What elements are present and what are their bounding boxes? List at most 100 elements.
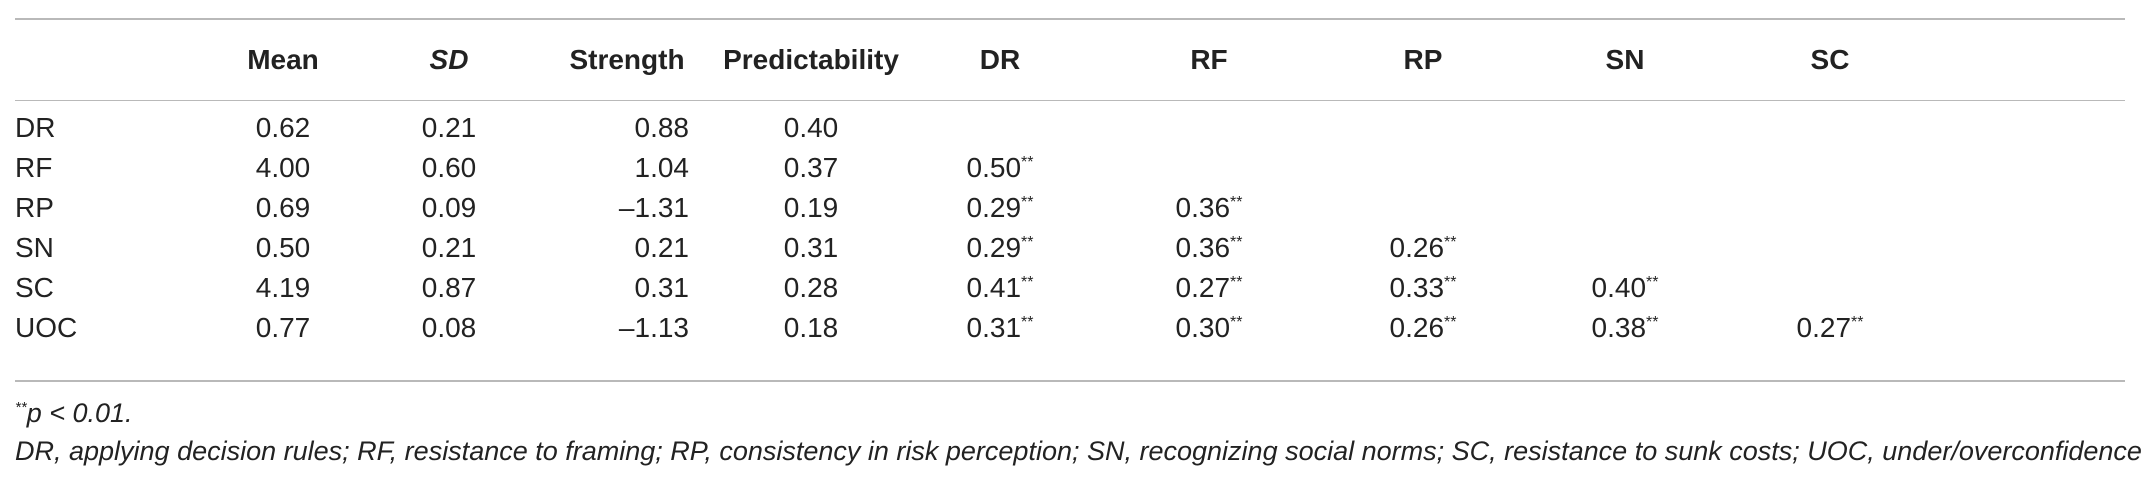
table-row: SN 0.50 0.21 0.21 0.31 0.29** 0.36** 0.26** (15, 228, 1933, 268)
correlation-cell (1727, 108, 1933, 148)
predictability-cell: 0.31 (783, 232, 839, 263)
sd-cell: 0.08 (421, 312, 477, 343)
table-header-rule (15, 100, 2125, 101)
significance-marker: ** (1444, 234, 1457, 251)
table-notes: **p < 0.01. DR, applying decision rules;… (15, 394, 2142, 470)
row-label: SN (15, 232, 54, 263)
correlation-cell (1323, 148, 1523, 188)
strength-cell: –1.31 (618, 192, 689, 223)
correlation-cell: 0.33** (1323, 268, 1523, 308)
correlation-cell: 0.26** (1323, 308, 1523, 348)
correlation-cell: 0.38** (1523, 308, 1727, 348)
significance-note: **p < 0.01. (15, 394, 2142, 432)
correlation-cell: 0.36** (1095, 228, 1323, 268)
significance-marker: ** (1230, 234, 1243, 251)
correlation-value: 0.26 (1389, 312, 1445, 343)
predictability-cell: 0.28 (783, 272, 839, 303)
correlation-value: 0.40 (1591, 272, 1647, 303)
significance-text: p < 0.01. (26, 398, 133, 428)
header-cell-sd: SD (429, 44, 469, 75)
correlation-cell (905, 108, 1095, 148)
table-row: UOC 0.77 0.08 –1.13 0.18 0.31** 0.30** 0.26** 0.… (15, 308, 1933, 348)
significance-marker: ** (1021, 154, 1034, 171)
header-cell-mean: Mean (247, 44, 319, 75)
correlation-cell (1523, 228, 1727, 268)
correlation-value: 0.30 (1175, 312, 1231, 343)
correlation-cell: 0.41** (905, 268, 1095, 308)
strength-cell: 0.88 (634, 112, 690, 143)
header-cell-sn: SN (1605, 44, 1645, 75)
significance-marker: ** (1021, 274, 1034, 291)
correlation-cell: 0.50** (905, 148, 1095, 188)
abbreviations-note: DR, applying decision rules; RF, resista… (15, 436, 2142, 466)
header-cell-predictability: Predictability (723, 44, 899, 75)
table-row: DR 0.62 0.21 0.88 0.40 (15, 108, 1933, 148)
correlation-cell (1323, 108, 1523, 148)
correlation-cell (1323, 188, 1523, 228)
strength-cell: 0.31 (634, 272, 690, 303)
mean-cell: 0.69 (255, 192, 311, 223)
table-header-row: Mean SD Strength Predictability DR RF RP SN SC (15, 20, 1933, 100)
table-bottom-rule (15, 380, 2125, 382)
correlation-cell (1095, 108, 1323, 148)
significance-marker: ** (1230, 194, 1243, 211)
significance-marker: ** (15, 399, 27, 416)
correlation-value: 0.31 (966, 312, 1022, 343)
correlation-cell (1727, 228, 1933, 268)
significance-marker: ** (1230, 314, 1243, 331)
correlation-value: 0.27 (1796, 312, 1852, 343)
table-body: DR 0.62 0.21 0.88 0.40 RF 4.00 0.60 1.04 0.37 0.50… (15, 100, 1933, 348)
sd-cell: 0.21 (421, 112, 477, 143)
predictability-cell: 0.37 (783, 152, 839, 183)
mean-cell: 4.19 (255, 272, 311, 303)
correlation-cell (1095, 148, 1323, 188)
correlation-cell (1727, 188, 1933, 228)
mean-cell: 4.00 (255, 152, 311, 183)
correlation-value: 0.41 (966, 272, 1022, 303)
correlation-cell: 0.31** (905, 308, 1095, 348)
correlation-cell: 0.29** (905, 228, 1095, 268)
significance-marker: ** (1021, 314, 1034, 331)
correlation-cell: 0.30** (1095, 308, 1323, 348)
row-label: RF (15, 152, 53, 183)
significance-marker: ** (1444, 314, 1457, 331)
header-cell-rp: RP (1403, 44, 1443, 75)
header-cell-empty (15, 20, 205, 100)
correlation-cell: 0.26** (1323, 228, 1523, 268)
row-label: SC (15, 272, 54, 303)
strength-cell: 1.04 (634, 152, 690, 183)
significance-marker: ** (1646, 314, 1659, 331)
strength-cell: 0.21 (634, 232, 690, 263)
correlation-cell: 0.40** (1523, 268, 1727, 308)
correlation-cell: 0.29** (905, 188, 1095, 228)
row-label: UOC (15, 312, 78, 343)
table-row: RF 4.00 0.60 1.04 0.37 0.50** (15, 148, 1933, 188)
predictability-cell: 0.19 (783, 192, 839, 223)
correlation-cell (1727, 148, 1933, 188)
correlation-table: Mean SD Strength Predictability DR RF RP SN SC D… (15, 20, 1933, 348)
correlation-value: 0.36 (1175, 232, 1231, 263)
correlation-value: 0.36 (1175, 192, 1231, 223)
header-cell-strength: Strength (569, 44, 685, 75)
correlation-cell: 0.27** (1727, 308, 1933, 348)
sd-cell: 0.87 (421, 272, 477, 303)
correlation-cell: 0.36** (1095, 188, 1323, 228)
correlation-cell: 0.27** (1095, 268, 1323, 308)
mean-cell: 0.62 (255, 112, 311, 143)
correlation-value: 0.38 (1591, 312, 1647, 343)
table-row: SC 4.19 0.87 0.31 0.28 0.41** 0.27** 0.33** 0.40… (15, 268, 1933, 308)
correlation-value: 0.29 (966, 232, 1022, 263)
table-top-rule (15, 18, 2125, 20)
predictability-cell: 0.18 (783, 312, 839, 343)
predictability-cell: 0.40 (783, 112, 839, 143)
significance-marker: ** (1021, 234, 1034, 251)
correlation-value: 0.26 (1389, 232, 1445, 263)
significance-marker: ** (1646, 274, 1659, 291)
strength-cell: –1.13 (618, 312, 689, 343)
sd-cell: 0.60 (421, 152, 477, 183)
significance-marker: ** (1230, 274, 1243, 291)
correlation-cell (1727, 268, 1933, 308)
significance-marker: ** (1021, 194, 1034, 211)
correlation-cell (1523, 108, 1727, 148)
correlation-value: 0.50 (966, 152, 1022, 183)
